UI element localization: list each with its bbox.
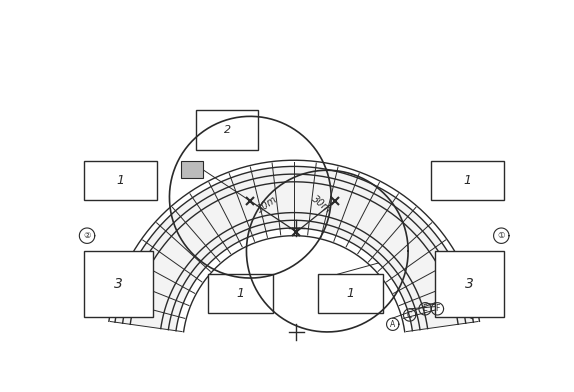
Text: E: E bbox=[422, 304, 428, 313]
Text: 1: 1 bbox=[117, 174, 125, 187]
Bar bbox=[208, 274, 273, 313]
Text: 1: 1 bbox=[347, 287, 355, 300]
Text: 30m: 30m bbox=[255, 194, 279, 215]
Text: ②: ② bbox=[83, 231, 91, 240]
Text: 2: 2 bbox=[224, 125, 231, 135]
Text: C: C bbox=[407, 310, 412, 319]
Bar bbox=[84, 161, 157, 200]
Text: 1: 1 bbox=[464, 174, 472, 187]
Text: F: F bbox=[435, 304, 440, 313]
Bar bbox=[435, 251, 505, 317]
Text: A: A bbox=[390, 320, 395, 329]
Text: 1: 1 bbox=[236, 287, 245, 300]
Polygon shape bbox=[115, 166, 474, 331]
Text: ①: ① bbox=[498, 231, 505, 240]
Bar bbox=[196, 110, 258, 150]
Bar bbox=[431, 161, 505, 200]
Text: 30m: 30m bbox=[310, 193, 333, 215]
Text: 3: 3 bbox=[114, 277, 123, 291]
Text: 3: 3 bbox=[466, 277, 474, 291]
Bar bbox=[181, 161, 203, 178]
Bar bbox=[84, 251, 153, 317]
Bar bbox=[318, 274, 383, 313]
